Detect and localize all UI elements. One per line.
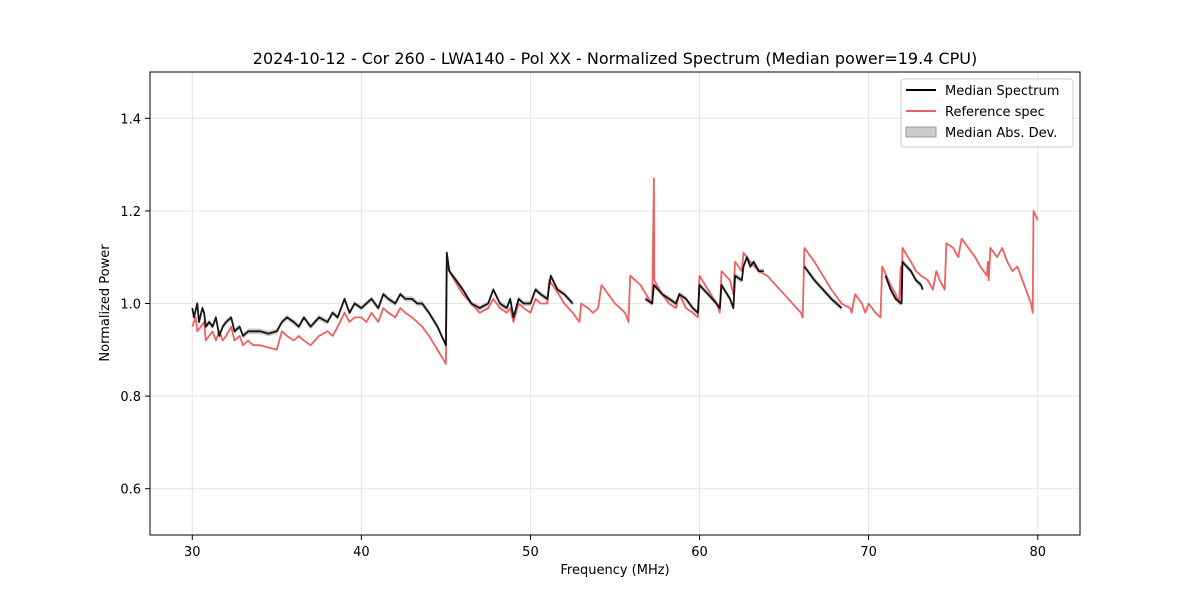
x-axis-label: Frequency (MHz) xyxy=(560,563,669,578)
y-tick-label: 0.8 xyxy=(120,390,141,405)
x-tick-label: 40 xyxy=(353,545,370,560)
median-spectrum-line xyxy=(191,251,574,347)
x-tick-label: 50 xyxy=(522,545,539,560)
x-tick-label: 70 xyxy=(860,545,877,560)
y-tick-label: 1.4 xyxy=(120,112,141,127)
mad-band-segment xyxy=(645,254,764,316)
x-tick-label: 60 xyxy=(691,545,708,560)
legend-swatch-mad xyxy=(905,126,937,138)
y-axis-label: Normalized Power xyxy=(98,244,113,362)
y-tick-label: 1.0 xyxy=(120,298,141,313)
legend-label-median-spectrum: Median Spectrum xyxy=(945,84,1059,99)
y-tick-label: 0.6 xyxy=(120,483,141,498)
x-tick-label: 80 xyxy=(1029,545,1046,560)
legend-label-mad: Median Abs. Dev. xyxy=(945,126,1057,141)
median-spectrum-series xyxy=(191,251,924,347)
chart-title: 2024-10-12 - Cor 260 - LWA140 - Pol XX -… xyxy=(253,49,977,68)
legend-box xyxy=(900,78,1074,148)
y-axis-ticks: 0.6 0.8 1.0 1.2 1.4 xyxy=(120,112,150,498)
median-spectrum-line xyxy=(644,256,764,314)
median-spectrum-line xyxy=(803,265,843,309)
x-axis-ticks: 30 40 50 60 70 80 xyxy=(184,535,1046,560)
reference-spec-line xyxy=(191,177,1039,365)
reference-spec-series xyxy=(191,177,1039,365)
median-spectrum-line xyxy=(884,260,924,305)
legend: Median Spectrum Reference spec Median Ab… xyxy=(900,78,1074,148)
y-tick-label: 1.2 xyxy=(120,205,141,220)
x-tick-label: 30 xyxy=(184,545,201,560)
mad-band-segment xyxy=(885,259,923,307)
legend-label-reference-spec: Reference spec xyxy=(945,105,1045,120)
